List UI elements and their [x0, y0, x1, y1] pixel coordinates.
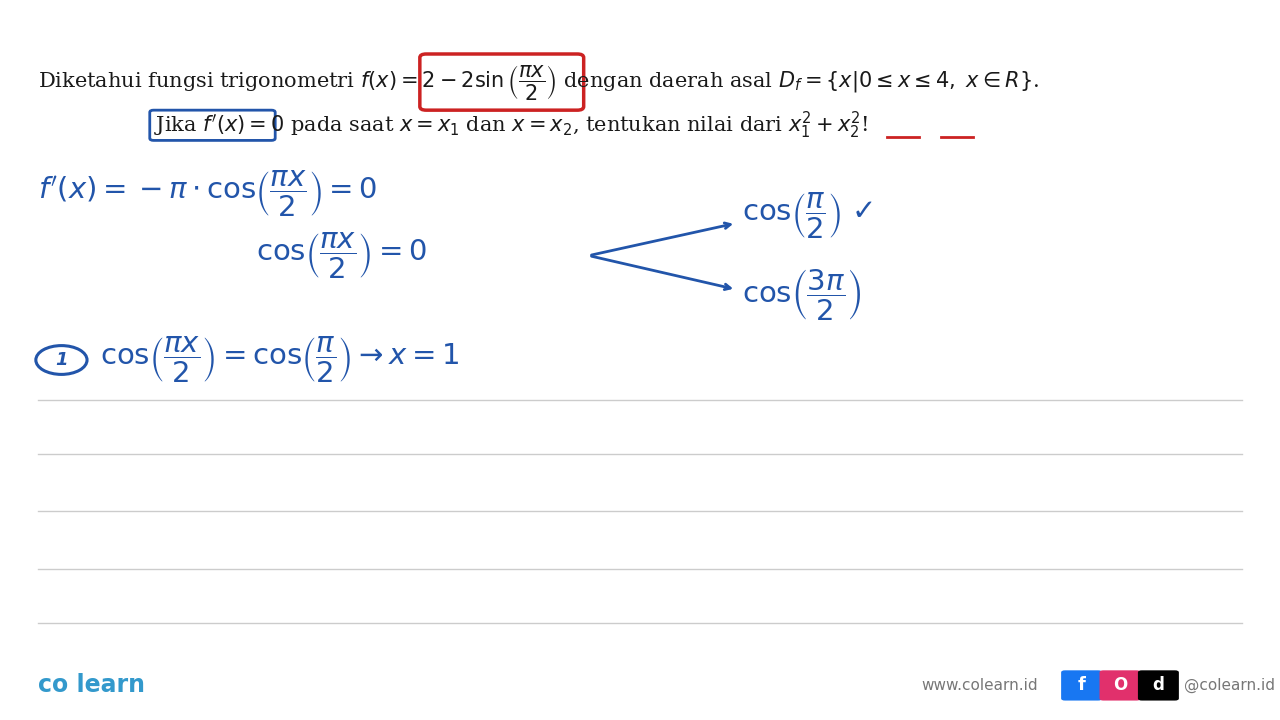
Text: $\cos\!\left(\dfrac{3\pi}{2}\right)$: $\cos\!\left(\dfrac{3\pi}{2}\right)$	[742, 268, 861, 323]
FancyBboxPatch shape	[1061, 670, 1102, 701]
Text: Diketahui fungsi trigonometri $f(x) = 2 - 2\sin\left(\dfrac{\pi x}{2}\right)$ de: Diketahui fungsi trigonometri $f(x) = 2 …	[38, 63, 1039, 102]
Text: 1: 1	[55, 351, 68, 369]
FancyBboxPatch shape	[1138, 670, 1179, 701]
Text: d: d	[1152, 677, 1165, 694]
Text: $\cos\!\left(\dfrac{\pi x}{2}\right) = 0$: $\cos\!\left(\dfrac{\pi x}{2}\right) = 0…	[256, 230, 426, 281]
Text: www.colearn.id: www.colearn.id	[922, 678, 1038, 693]
Text: $\cos\!\left(\dfrac{\pi}{2}\right)\ \checkmark$: $\cos\!\left(\dfrac{\pi}{2}\right)\ \che…	[742, 191, 874, 241]
Text: co learn: co learn	[38, 673, 146, 698]
Text: O: O	[1112, 677, 1128, 694]
Text: $f'(x) = -\pi \cdot \cos\!\left(\dfrac{\pi x}{2}\right) = 0$: $f'(x) = -\pi \cdot \cos\!\left(\dfrac{\…	[38, 169, 378, 220]
Text: f: f	[1078, 677, 1085, 694]
FancyBboxPatch shape	[1100, 670, 1140, 701]
Text: $\cos\!\left(\dfrac{\pi x}{2}\right) = \cos\!\left(\dfrac{\pi}{2}\right) \righta: $\cos\!\left(\dfrac{\pi x}{2}\right) = \…	[100, 335, 460, 385]
Text: Jika $f'(x) = 0$ pada saat $x = x_1$ dan $x = x_2$, tentukan nilai dari $x_1^{2}: Jika $f'(x) = 0$ pada saat $x = x_1$ dan…	[154, 109, 868, 141]
Text: @colearn.id: @colearn.id	[1184, 678, 1275, 693]
